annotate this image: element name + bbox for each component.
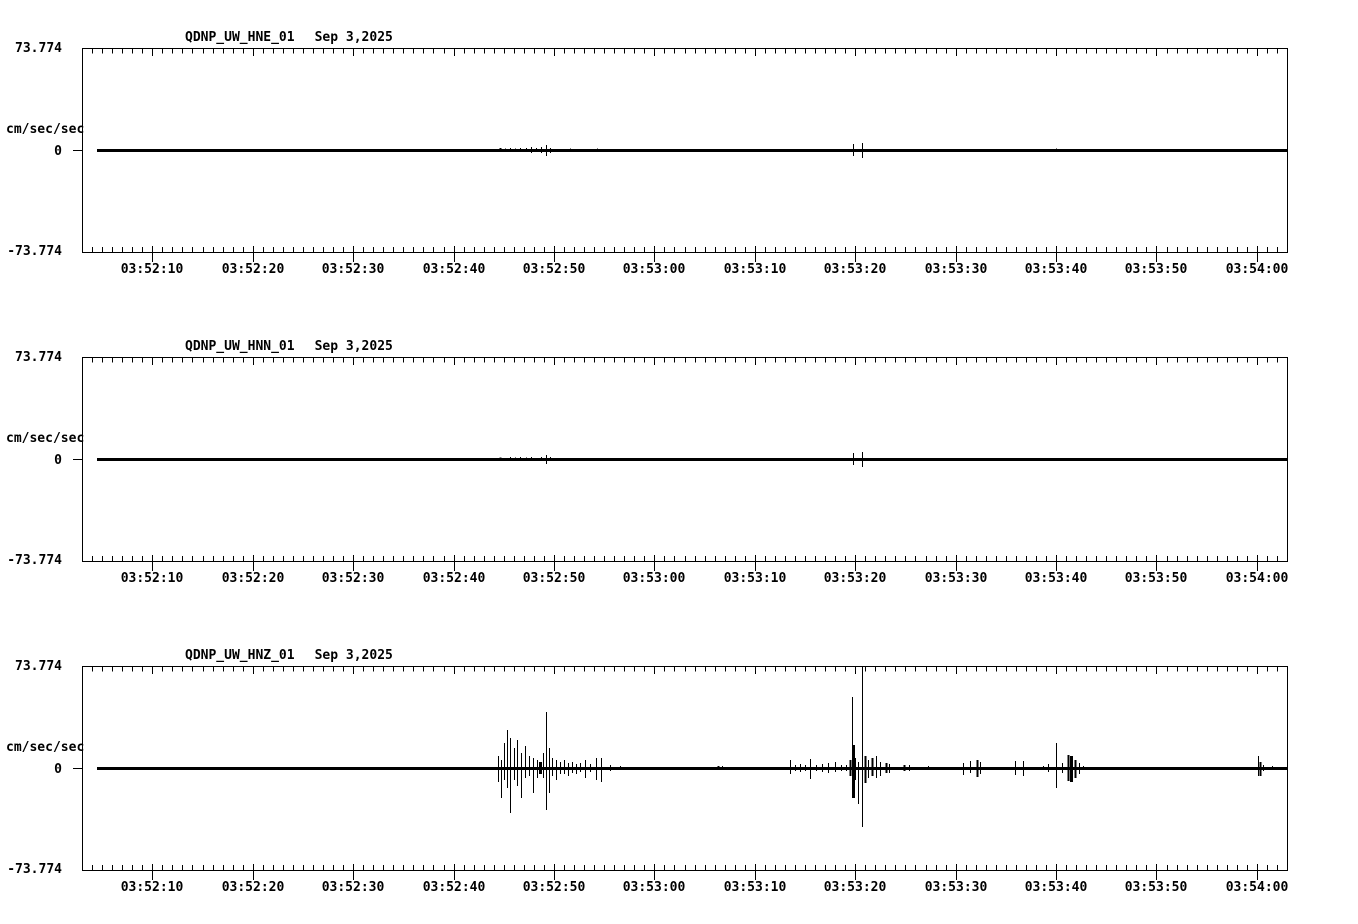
x-tick-label: 03:53:10 (724, 880, 787, 895)
y-zero-label: 0 (54, 762, 62, 777)
x-tick-label: 03:52:10 (121, 571, 184, 586)
x-tick-label: 03:52:50 (523, 262, 586, 277)
x-tick-label: 03:53:20 (824, 880, 887, 895)
station-channel-label: QDNP_UW_HNZ_01 (185, 648, 295, 663)
x-tick-label: 03:53:50 (1125, 880, 1188, 895)
x-tick-label: 03:52:30 (322, 880, 385, 895)
x-tick-label: 03:52:40 (423, 262, 486, 277)
x-tick-label: 03:53:00 (623, 571, 686, 586)
x-tick-label: 03:53:20 (824, 262, 887, 277)
x-tick-label: 03:53:40 (1025, 880, 1088, 895)
panel-title: QDNP_UW_HNN_01 Sep 3,2025 (185, 340, 393, 353)
waveform-plot-hne: 03:52:10 03:52:20 03:52:30 03:52:40 03:52:50… (73, 48, 1289, 277)
x-tick-label: 03:53:50 (1125, 262, 1188, 277)
y-axis-units-label: cm/sec/sec (6, 431, 85, 446)
x-tick-label: 03:53:30 (925, 262, 988, 277)
x-tick-label: 03:53:50 (1125, 571, 1188, 586)
x-tick-label: 03:53:20 (824, 571, 887, 586)
x-tick-label: 03:53:00 (623, 880, 686, 895)
x-tick-label: 03:53:30 (925, 880, 988, 895)
x-tick-label: 03:54:00 (1226, 571, 1289, 586)
x-tick-label: 03:54:00 (1226, 880, 1289, 895)
y-zero-label: 0 (54, 453, 62, 468)
y-axis-units-label: cm/sec/sec (6, 740, 85, 755)
y-min-label: -73.774 (7, 553, 62, 568)
x-tick-label: 03:53:30 (925, 571, 988, 586)
x-tick-label: 03:52:20 (222, 880, 285, 895)
x-tick-label: 03:52:40 (423, 571, 486, 586)
station-channel-label: QDNP_UW_HNE_01 (185, 30, 295, 45)
y-min-label: -73.774 (7, 862, 62, 877)
y-max-label: 73.774 (15, 41, 62, 56)
x-tick-label: 03:52:50 (523, 571, 586, 586)
x-tick-label: 03:52:40 (423, 880, 486, 895)
seismogram-panel-hnn: QDNP_UW_HNN_01 Sep 3,2025 73.774 cm/sec/s… (0, 309, 1358, 618)
x-tick-label: 03:52:50 (523, 880, 586, 895)
seismogram-panel-hnz: QDNP_UW_HNZ_01 Sep 3,2025 73.774 cm/sec/s… (0, 618, 1358, 924)
x-tick-label: 03:53:40 (1025, 262, 1088, 277)
x-tick-label: 03:52:10 (121, 880, 184, 895)
waveform-plot-hnz: 03:52:10 03:52:20 03:52:30 03:52:40 03:52:50… (73, 666, 1289, 895)
x-tick-label: 03:52:10 (121, 262, 184, 277)
x-tick-label: 03:52:30 (322, 571, 385, 586)
y-axis-units-label: cm/sec/sec (6, 122, 85, 137)
x-tick-label: 03:53:10 (724, 571, 787, 586)
panel-title: QDNP_UW_HNE_01 Sep 3,2025 (185, 31, 393, 44)
x-tick-label: 03:53:10 (724, 262, 787, 277)
x-tick-label: 03:53:40 (1025, 571, 1088, 586)
station-channel-label: QDNP_UW_HNN_01 (185, 339, 295, 354)
y-zero-label: 0 (54, 144, 62, 159)
seismogram-panel-hne: QDNP_UW_HNE_01 Sep 3,2025 73.774 cm/sec/s… (0, 0, 1358, 309)
x-tick-label: 03:52:20 (222, 262, 285, 277)
date-label: Sep 3,2025 (314, 648, 393, 663)
x-tick-label: 03:52:20 (222, 571, 285, 586)
y-min-label: -73.774 (7, 244, 62, 259)
panel-title: QDNP_UW_HNZ_01 Sep 3,2025 (185, 649, 393, 662)
y-max-label: 73.774 (15, 659, 62, 674)
x-tick-label: 03:53:00 (623, 262, 686, 277)
x-tick-label: 03:54:00 (1226, 262, 1289, 277)
waveform-plot-hnn: 03:52:10 03:52:20 03:52:30 03:52:40 03:52:50… (73, 357, 1289, 586)
date-label: Sep 3,2025 (314, 30, 393, 45)
x-tick-label: 03:52:30 (322, 262, 385, 277)
date-label: Sep 3,2025 (314, 339, 393, 354)
y-max-label: 73.774 (15, 350, 62, 365)
